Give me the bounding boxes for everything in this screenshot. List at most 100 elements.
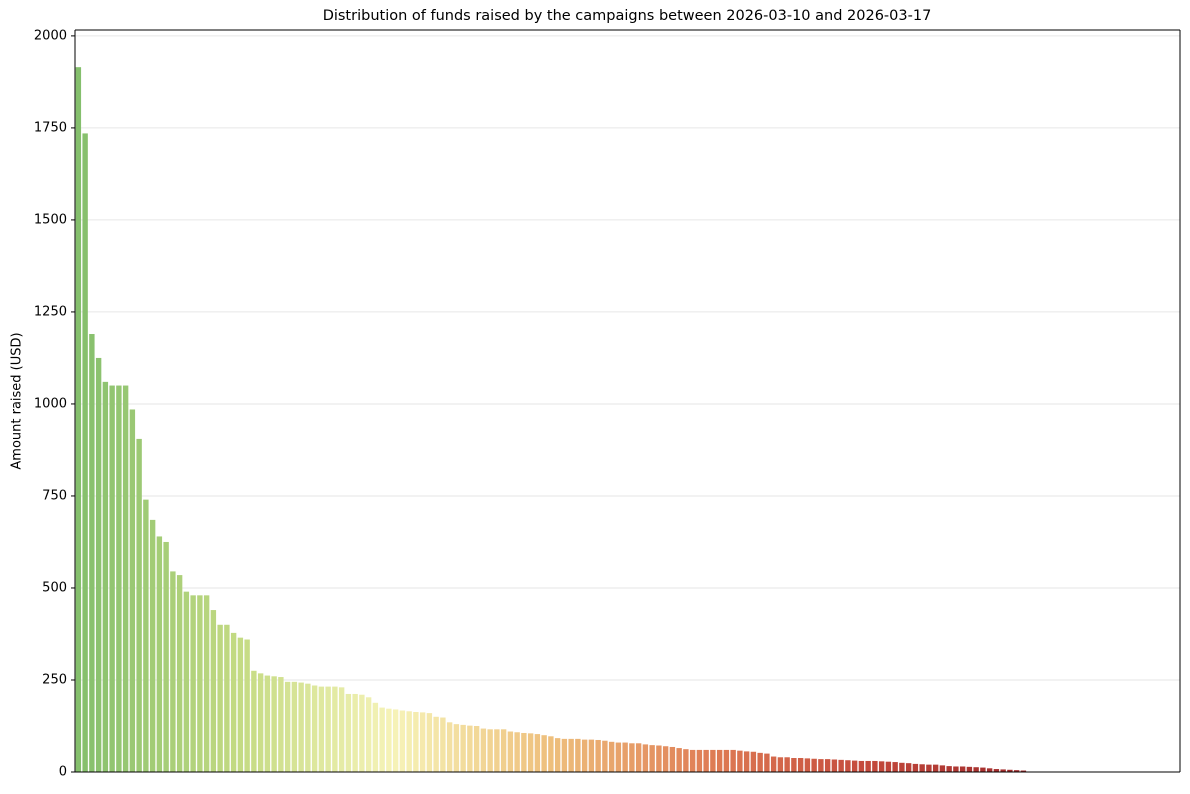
bar (129, 409, 136, 772)
bar (723, 749, 730, 772)
bar (89, 334, 95, 772)
chart-title: Distribution of funds raised by the camp… (323, 8, 932, 24)
bar (311, 685, 318, 772)
bar (629, 743, 635, 772)
bar (683, 749, 689, 772)
bar (838, 759, 844, 772)
bar (743, 751, 750, 772)
y-tick-label: 1750 (34, 120, 67, 135)
bar (980, 767, 986, 772)
bar (750, 751, 757, 772)
bar (541, 735, 547, 772)
bar (75, 67, 82, 773)
bar (149, 519, 156, 772)
bar (703, 749, 709, 772)
bar (122, 385, 129, 772)
bar (197, 595, 203, 772)
bar (514, 732, 520, 772)
y-tick-label: 750 (42, 488, 67, 503)
bar (305, 683, 311, 772)
bar (1013, 770, 1020, 772)
bar (797, 758, 804, 772)
bar (642, 744, 649, 772)
bar (824, 759, 831, 772)
bar (959, 766, 966, 772)
bar (1000, 769, 1006, 772)
bar (534, 734, 541, 772)
bar (791, 758, 797, 772)
bar (575, 738, 581, 772)
bar (656, 745, 662, 772)
bar (899, 762, 905, 772)
bar (892, 762, 898, 772)
bar (946, 766, 952, 772)
bar (325, 686, 331, 772)
bar (689, 749, 696, 772)
bar (932, 764, 939, 772)
bar (500, 729, 507, 772)
bar (764, 753, 770, 772)
bar (419, 712, 426, 772)
y-axis-label: Amount raised (USD) (10, 332, 25, 469)
y-tick-label: 500 (42, 580, 67, 595)
bar (244, 639, 250, 772)
bar (973, 767, 979, 772)
bar (440, 717, 446, 772)
bar (527, 733, 534, 772)
bar (156, 536, 163, 772)
bar (905, 763, 912, 772)
bar (332, 686, 338, 772)
bars (75, 67, 1027, 773)
bar (251, 670, 257, 772)
bar (953, 766, 959, 772)
y-tick-label: 0 (59, 765, 67, 780)
bar (669, 746, 676, 772)
bar (939, 765, 946, 772)
y-tick-label: 250 (42, 672, 67, 687)
bar (851, 760, 858, 772)
bar (359, 694, 365, 772)
bar (399, 710, 406, 772)
bar (109, 385, 115, 772)
bar (872, 760, 878, 772)
bar (163, 541, 169, 772)
bar (392, 709, 399, 772)
bar (257, 673, 264, 772)
bar (291, 681, 298, 772)
bar (993, 769, 1000, 772)
bar (561, 738, 568, 772)
frame (74, 29, 1181, 773)
bar (730, 749, 736, 772)
bar (581, 739, 588, 772)
bar (635, 743, 642, 772)
bar (284, 681, 291, 772)
bar (467, 725, 473, 772)
bar (271, 676, 277, 772)
bar (210, 610, 217, 772)
bar (912, 763, 919, 772)
bar (615, 742, 622, 772)
bar (217, 624, 223, 772)
bar (433, 716, 439, 772)
bar (845, 760, 851, 772)
bar (338, 687, 345, 772)
bar (602, 740, 608, 772)
bar (662, 746, 669, 772)
bar (365, 697, 372, 772)
bar (548, 736, 554, 772)
bar (588, 739, 595, 772)
y-tick-label: 1000 (34, 396, 67, 411)
bar (487, 729, 493, 772)
bar (386, 708, 392, 772)
bar (777, 757, 784, 772)
bar (986, 768, 993, 772)
bar (116, 385, 122, 772)
bar (568, 738, 574, 772)
bar (595, 739, 601, 772)
bar (473, 725, 480, 772)
bar (298, 682, 304, 772)
bar (710, 749, 716, 772)
y-tick-label: 1250 (34, 304, 67, 319)
bar (966, 766, 973, 772)
bar (649, 745, 655, 772)
